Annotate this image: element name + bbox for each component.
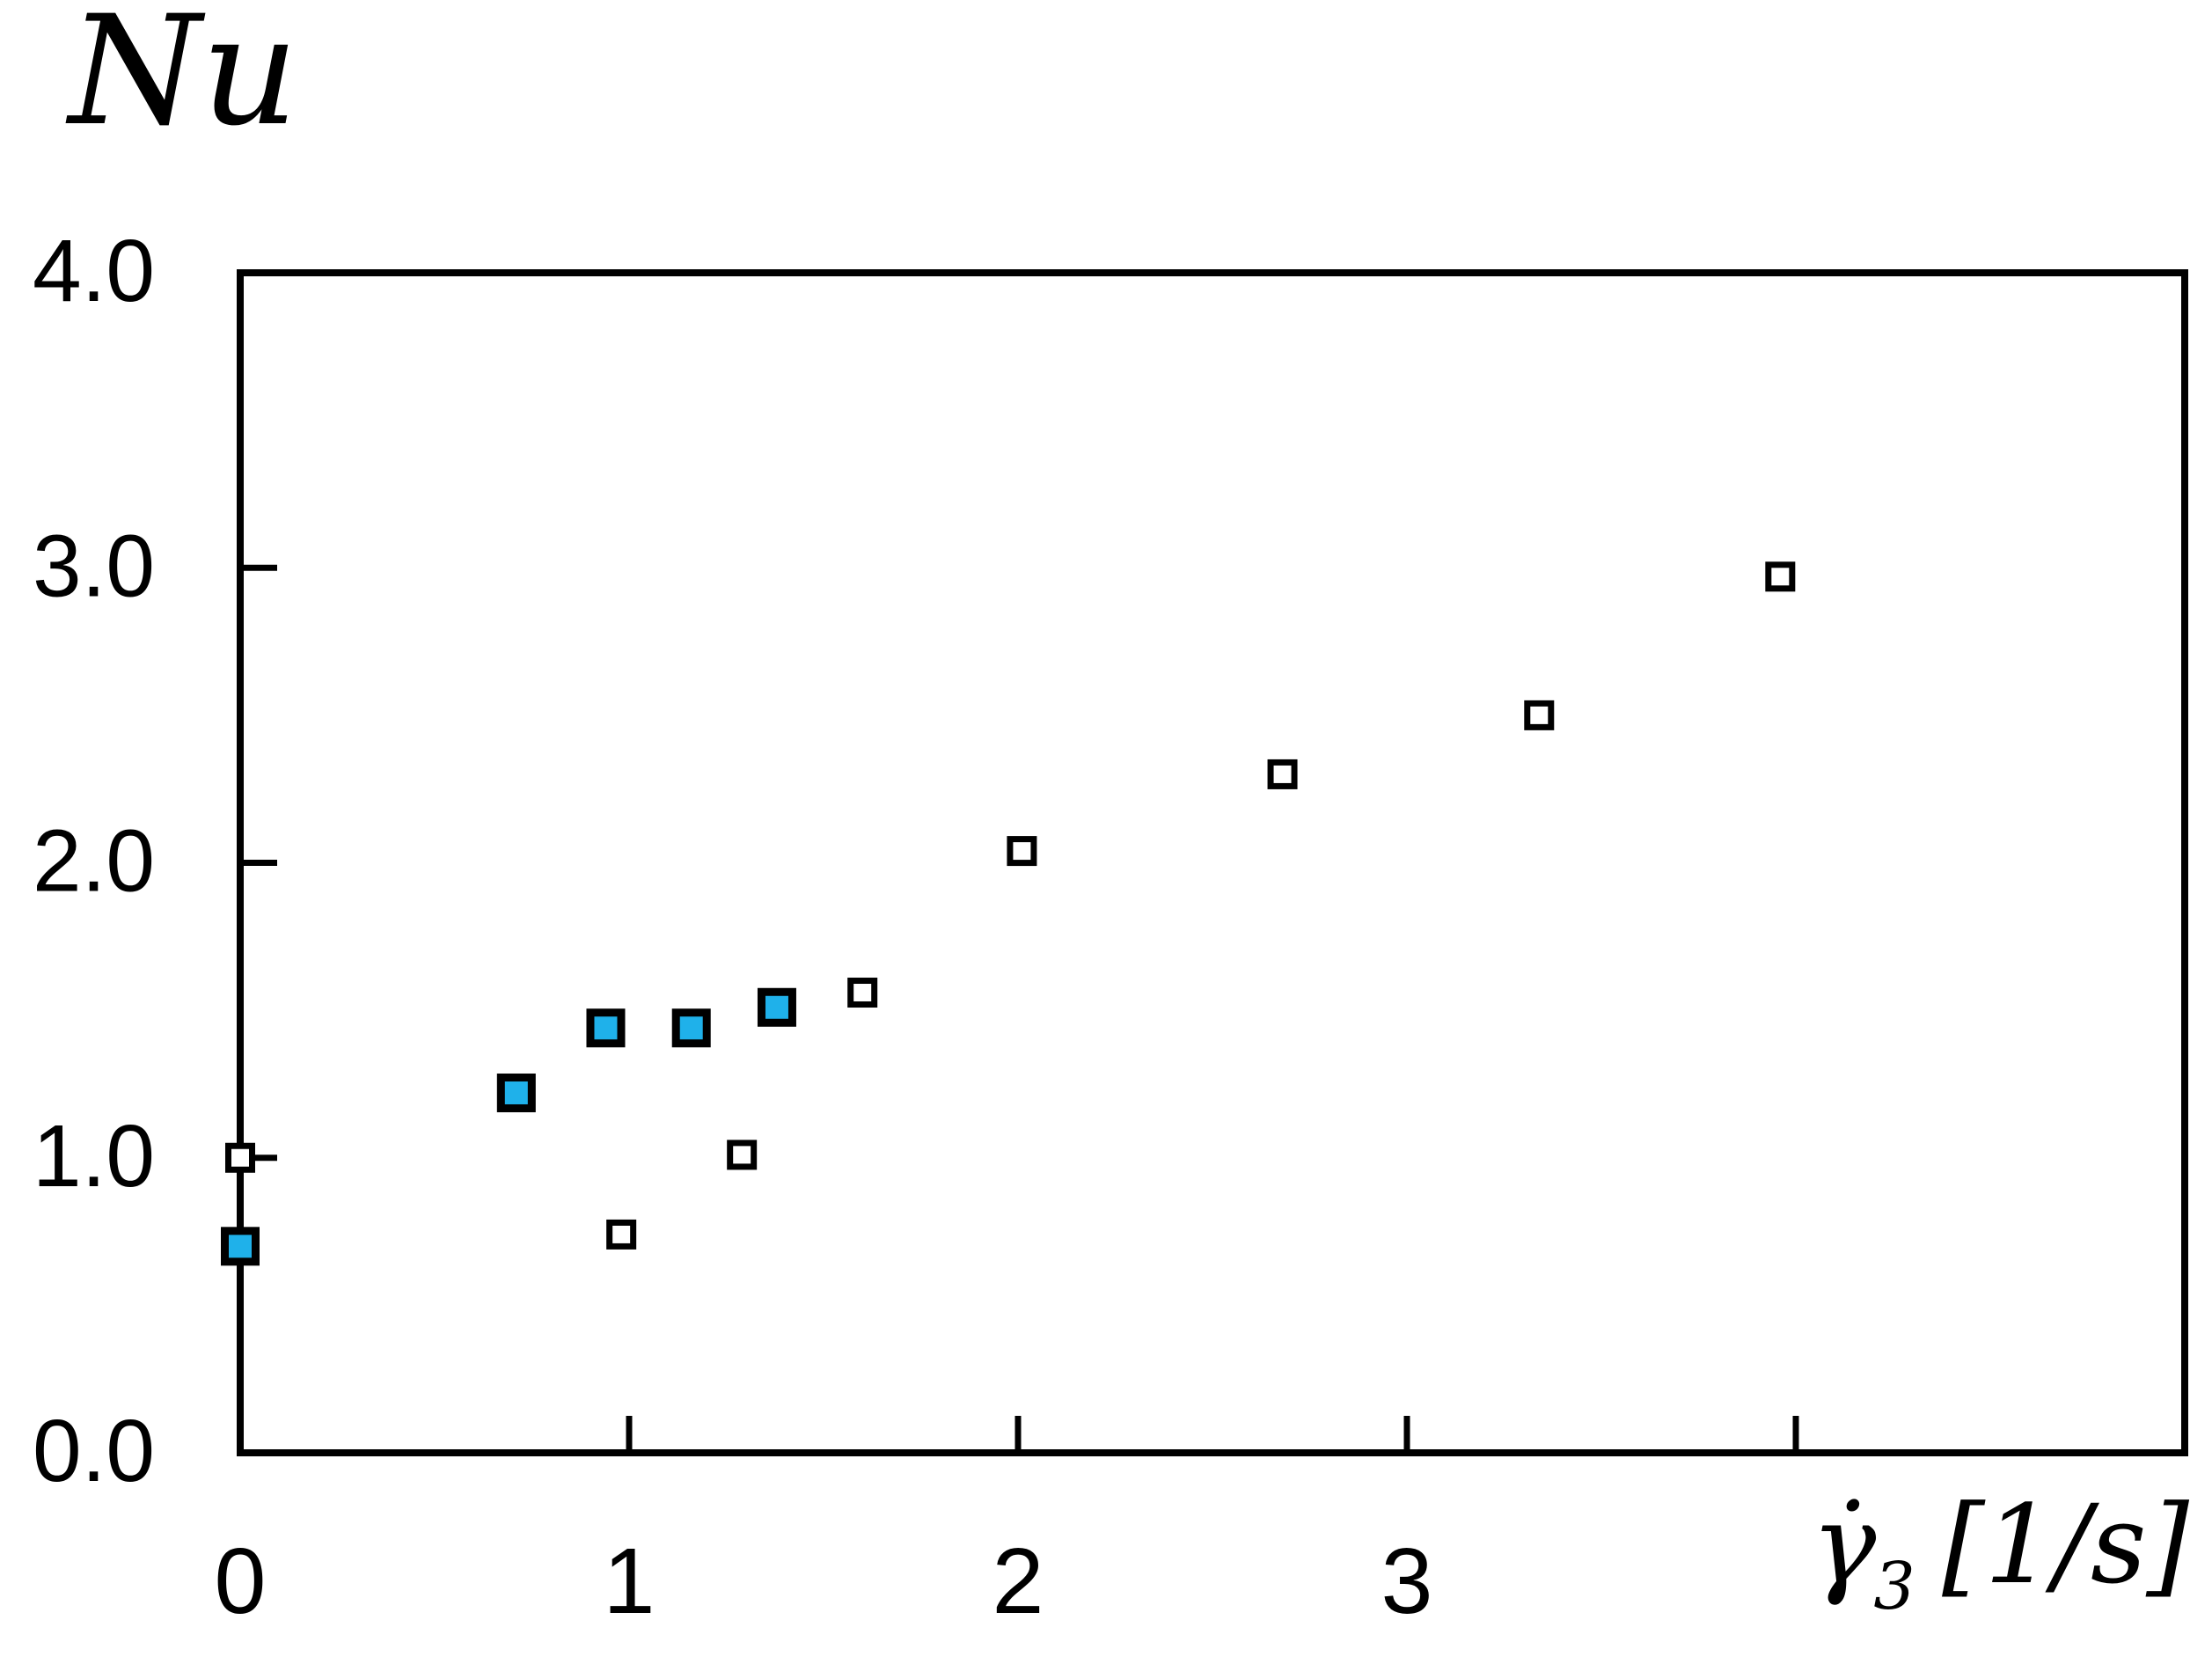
x-tick-label: 1 (604, 1529, 656, 1633)
x-axis-units: [1/s] (1941, 1482, 2189, 1609)
data-point-filled (221, 1227, 260, 1266)
x-tick-label: 2 (992, 1529, 1044, 1633)
data-point-filled (671, 1008, 711, 1048)
x-axis-label: γ̇3 [1/s] (1811, 1480, 2189, 1624)
y-axis-title: Nu (69, 0, 299, 159)
data-point-open (606, 1219, 637, 1250)
data-point-open (727, 1140, 758, 1170)
y-tick-label: 2.0 (33, 812, 155, 911)
gamma-dot-symbol: γ̇ (1811, 1482, 1877, 1609)
y-tick-label: 4.0 (33, 222, 155, 320)
data-point-filled (496, 1073, 536, 1112)
x-tick-label: 3 (1381, 1529, 1433, 1633)
x-tick-label: 0 (215, 1529, 267, 1633)
y-tick-label: 1.0 (33, 1107, 155, 1206)
y-tick-label: 0.0 (33, 1402, 155, 1500)
data-point-open (1267, 759, 1298, 789)
data-point-open (1524, 700, 1555, 730)
y-tick-label: 3.0 (33, 517, 155, 615)
plot-frame (237, 269, 2188, 1456)
data-point-filled (586, 1008, 626, 1048)
data-point-filled (757, 987, 796, 1027)
data-point-open (1765, 561, 1796, 592)
data-point-open (847, 978, 878, 1008)
data-point-open (1007, 836, 1037, 867)
gamma-subscript: 3 (1873, 1547, 1915, 1624)
data-point-open (225, 1142, 255, 1173)
